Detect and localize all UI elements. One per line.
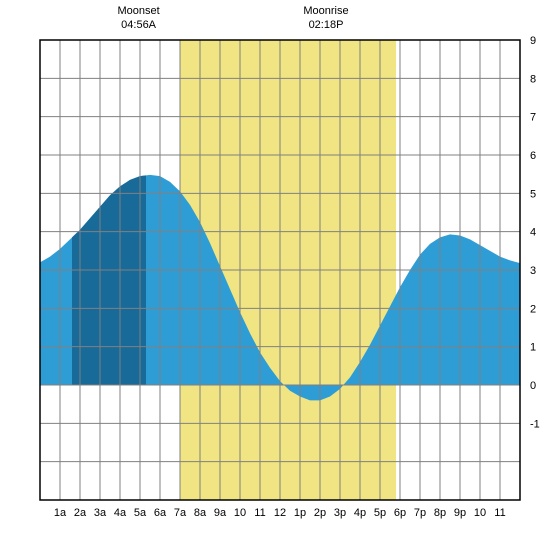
annotation-time: 04:56A: [121, 19, 157, 31]
x-tick-label: 8p: [434, 507, 446, 519]
y-tick-label: 8: [530, 73, 536, 85]
y-tick-label: 7: [530, 112, 536, 124]
y-tick-label: 2: [530, 303, 536, 315]
x-tick-label: 1a: [54, 507, 67, 519]
x-tick-label: 9p: [454, 507, 466, 519]
x-tick-label: 7p: [414, 507, 426, 519]
x-tick-label: 12: [274, 507, 286, 519]
x-tick-label: 6p: [394, 507, 406, 519]
x-tick-label: 11: [254, 507, 265, 519]
annotation-title: Moonset: [117, 5, 159, 17]
y-tick-label: 3: [530, 265, 536, 277]
y-tick-label: 1: [530, 342, 536, 354]
x-tick-label: 7a: [174, 507, 187, 519]
x-tick-label: 5p: [374, 507, 386, 519]
x-tick-label: 10: [234, 507, 246, 519]
y-tick-label: 6: [530, 150, 536, 162]
y-tick-label: 0: [530, 380, 536, 392]
chart-svg: 1a2a3a4a5a6a7a8a9a1011121p2p3p4p5p6p7p8p…: [0, 0, 550, 550]
x-tick-label: 1p: [294, 507, 306, 519]
x-tick-label: 4p: [354, 507, 366, 519]
x-tick-label: 3a: [94, 507, 107, 519]
x-tick-label: 4a: [114, 507, 127, 519]
x-tick-label: 3p: [334, 507, 346, 519]
y-tick-label: 5: [530, 188, 536, 200]
x-tick-label: 8a: [194, 507, 207, 519]
x-tick-label: 10: [474, 507, 486, 519]
x-tick-label: 6a: [154, 507, 167, 519]
x-tick-label: 11: [494, 507, 505, 519]
x-tick-label: 2a: [74, 507, 87, 519]
y-tick-label: -1: [530, 418, 540, 430]
x-tick-label: 9a: [214, 507, 227, 519]
tide-chart: 1a2a3a4a5a6a7a8a9a1011121p2p3p4p5p6p7p8p…: [0, 0, 550, 550]
y-tick-label: 9: [530, 35, 536, 47]
y-tick-label: 4: [530, 227, 536, 239]
annotation-time: 02:18P: [309, 19, 344, 31]
x-tick-label: 5a: [134, 507, 147, 519]
annotation-title: Moonrise: [303, 5, 348, 17]
x-tick-label: 2p: [314, 507, 326, 519]
